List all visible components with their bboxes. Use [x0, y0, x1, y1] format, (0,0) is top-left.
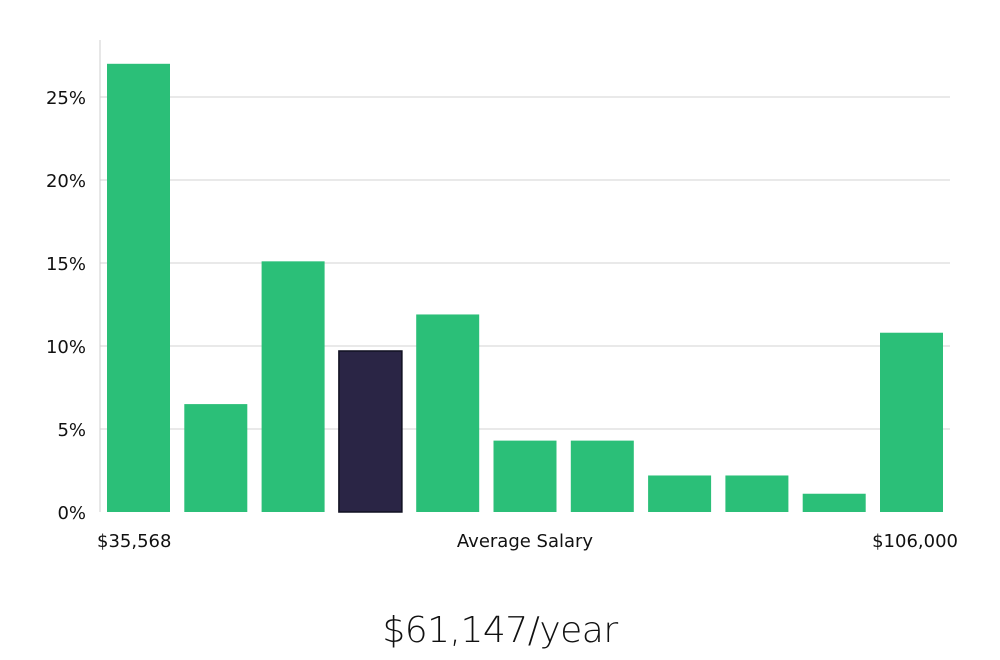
bar: [648, 475, 712, 512]
bars: [107, 63, 943, 513]
bar: [493, 440, 557, 512]
bar: [261, 261, 325, 512]
y-tick-label: 25%: [46, 88, 86, 109]
y-tick-label: 20%: [46, 171, 86, 192]
salary-histogram: 0%5%10%15%20%25% $35,568 Average Salary …: [46, 40, 958, 552]
bar: [725, 475, 789, 512]
y-tick-label: 0%: [57, 503, 86, 524]
average-salary-value: $61,147/year: [382, 610, 618, 651]
bar-highlighted: [338, 350, 403, 513]
bar: [184, 404, 248, 512]
y-tick-label: 5%: [57, 420, 86, 441]
bar: [416, 314, 480, 512]
bar: [802, 493, 866, 512]
bar: [880, 332, 943, 512]
x-max-label: $106,000: [872, 531, 958, 552]
x-min-label: $35,568: [97, 531, 171, 552]
bar: [107, 63, 170, 513]
y-tick-label: 15%: [46, 254, 86, 275]
y-axis-ticks: 0% 5% 10% 15% 20% 25%: [46, 88, 86, 524]
gridlines: [100, 96, 950, 430]
x-center-label: Average Salary: [457, 531, 594, 552]
y-tick-label: 10%: [46, 337, 86, 358]
bar: [570, 440, 634, 512]
